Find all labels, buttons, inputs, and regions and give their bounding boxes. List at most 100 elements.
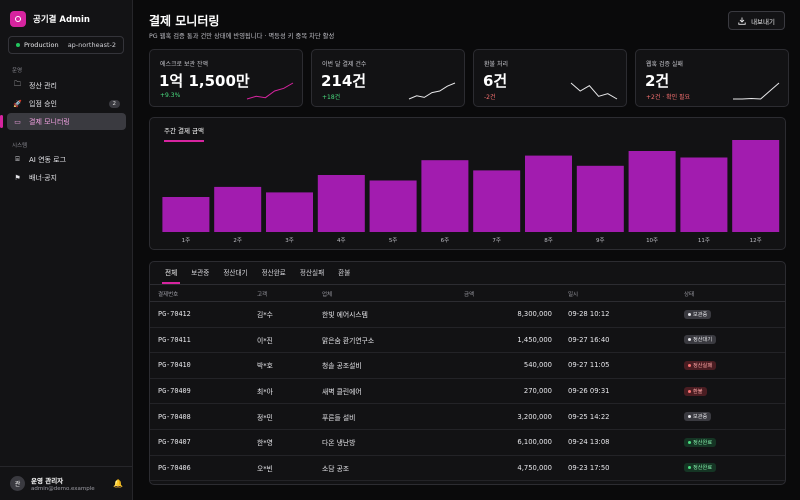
- tab-3[interactable]: 정산완료: [261, 269, 286, 277]
- status-dot-icon: [688, 389, 691, 393]
- avatar: 관: [10, 476, 25, 491]
- kpi-value: 214건: [321, 72, 367, 90]
- status-tabs: 전체 보관중 정산대기 정산완료 정산실패 환불: [158, 262, 357, 284]
- table-row[interactable]: PG-70407 한*영 다온 냉난방 6,100,000 09-24 13:08 정산완…: [150, 430, 785, 456]
- bar: [576, 165, 624, 232]
- header-status: 상태: [684, 292, 695, 298]
- x-tick-label: 3주: [285, 237, 294, 244]
- tab-2[interactable]: 정산대기: [223, 269, 248, 277]
- flag-icon: ⚑: [14, 173, 21, 182]
- kpi-card: 에스크로 보관 잔액 1억 1,500만 +9.3%: [149, 49, 303, 107]
- datetime: 09-24 13:08: [568, 438, 610, 447]
- amount: 4,750,000: [517, 463, 552, 472]
- merchant: 맑은숨 환기연구소: [322, 336, 375, 345]
- sidebar-item-label: 배너·공지: [29, 173, 57, 182]
- tab-5[interactable]: 환불: [338, 269, 351, 277]
- sidebar-item[interactable]: ⌸ AI 연동 로그: [7, 151, 126, 168]
- customer: 최*아: [257, 388, 273, 397]
- status-cell: 정산대기: [684, 328, 717, 353]
- status-cell: 정산실패: [684, 353, 717, 378]
- status-badge: 정산실패: [684, 360, 717, 370]
- bar: [525, 155, 572, 232]
- table-row[interactable]: PG-70406 오*빈 소담 공조 4,750,000 09-23 17:50 정산완료: [150, 456, 785, 482]
- x-tick-label: 5주: [389, 237, 398, 244]
- payment-id: PG-70411: [158, 335, 191, 344]
- status-label: 보관중: [693, 311, 708, 318]
- export-label: 내보내기: [751, 17, 775, 26]
- kpi-delta: -2건: [484, 94, 496, 101]
- status-badge: 보관중: [684, 309, 712, 319]
- brand-name: 공기결 Admin: [33, 15, 90, 25]
- table-row[interactable]: PG-70408 정*민 푸른들 설비 3,200,000 09-25 14:22 보관중: [150, 404, 785, 430]
- sidebar-item-label: 정산 관리: [29, 81, 57, 90]
- bar: [214, 186, 262, 232]
- merchant: 소담 공조: [322, 464, 350, 473]
- export-button[interactable]: 내보내기: [728, 11, 785, 30]
- bar: [317, 175, 365, 232]
- kpi-label: 웹훅 검증 실패: [646, 61, 683, 68]
- tab-0[interactable]: 전체: [158, 262, 184, 284]
- bell-icon[interactable]: 🔔: [113, 479, 123, 488]
- payment-id: PG-70406: [158, 463, 191, 472]
- header-customer: 고객: [257, 292, 268, 298]
- table-row[interactable]: PG-70409 최*아 새벽 클린에어 270,000 09-26 09:31 환불: [150, 379, 785, 405]
- kpi-value: 1억 1,500만: [159, 72, 250, 90]
- status-cell: 보관중: [684, 404, 712, 429]
- x-tick-label: 8주: [544, 237, 553, 244]
- sparkline-line: [570, 82, 618, 100]
- chart-tab[interactable]: 주간 결제 금액: [164, 125, 205, 142]
- x-tick-label: 11주: [698, 237, 710, 244]
- robot-icon: ⌸: [15, 155, 20, 163]
- sidebar-item[interactable]: 🚀 입점 승인 2: [7, 95, 126, 112]
- status-label: 보관중: [693, 414, 708, 421]
- page-title: 결제 모니터링: [149, 14, 220, 28]
- datetime: 09-25 14:22: [568, 412, 610, 421]
- bar: [473, 170, 521, 232]
- user-email: admin@demo.example: [31, 486, 95, 492]
- nav-section-label: 운영: [12, 68, 23, 74]
- user-name: 운영 관리자: [31, 477, 64, 485]
- user-profile[interactable]: 관 운영 관리자 admin@demo.example 🔔: [0, 466, 133, 500]
- status-cell: 정산완료: [684, 456, 717, 481]
- table-row[interactable]: PG-70412 김*수 한빛 에어시스템 8,300,000 09-28 10:12 보…: [150, 302, 785, 328]
- folder-icon: 🗀: [14, 80, 21, 88]
- sidebar-item[interactable]: ▭ 결제 모니터링: [0, 113, 126, 130]
- datetime: 09-26 09:31: [568, 387, 610, 396]
- x-tick-label: 6주: [441, 237, 450, 244]
- table-row[interactable]: PG-70410 박*호 청솔 공조설비 540,000 09-27 11:05 정산실패: [150, 353, 785, 379]
- merchant: 푸른들 설비: [322, 413, 356, 422]
- status-label: 정산실패: [693, 362, 713, 369]
- x-tick-label: 12주: [750, 237, 762, 244]
- sidebar-item-label: AI 연동 로그: [29, 155, 67, 164]
- customer: 한*영: [257, 439, 273, 448]
- kpi-delta: +18건: [322, 94, 341, 101]
- sparkline-line: [246, 82, 294, 100]
- environment-name: Production: [24, 41, 59, 49]
- payment-id: PG-70412: [158, 310, 191, 319]
- status-badge: 보관중: [684, 412, 712, 422]
- payment-id: PG-70408: [158, 412, 191, 421]
- sidebar-item-label: 입점 승인: [29, 99, 57, 108]
- status-dot-icon: [688, 363, 691, 367]
- kpi-card: 웹훅 검증 실패 2건 +2건 · 확인 필요: [635, 49, 789, 107]
- tab-4[interactable]: 정산실패: [299, 269, 325, 277]
- status-label: 환불: [693, 388, 703, 395]
- sidebar-item[interactable]: ⚑ 배너·공지: [7, 169, 126, 186]
- customer: 오*빈: [257, 464, 273, 473]
- card-icon: ▭: [14, 117, 21, 126]
- kpi-card: 환불 처리 6건 -2건: [473, 49, 627, 107]
- bar: [680, 157, 728, 232]
- brand[interactable]: 공기결 Admin: [10, 11, 90, 27]
- tab-1[interactable]: 보관중: [191, 269, 210, 277]
- sparkline: [408, 82, 456, 100]
- status-dot-icon: [688, 338, 691, 342]
- table-row[interactable]: PG-70411 이*진 맑은숨 환기연구소 1,450,000 09-27 16:40…: [150, 328, 785, 354]
- sidebar-item[interactable]: 🗀 정산 관리: [7, 77, 126, 94]
- rocket-icon: 🚀: [13, 99, 22, 108]
- status-cell: 정산완료: [684, 430, 717, 455]
- kpi-value: 6건: [483, 72, 508, 90]
- amount: 3,200,000: [517, 412, 552, 421]
- payments-table: 전체 보관중 정산대기 정산완료 정산실패 환불 결제번호 고객 업체 금액 일시 상태 …: [149, 261, 786, 485]
- merchant: 청솔 공조설비: [322, 362, 362, 371]
- environment-selector[interactable]: Production ap-northeast-2: [8, 36, 124, 54]
